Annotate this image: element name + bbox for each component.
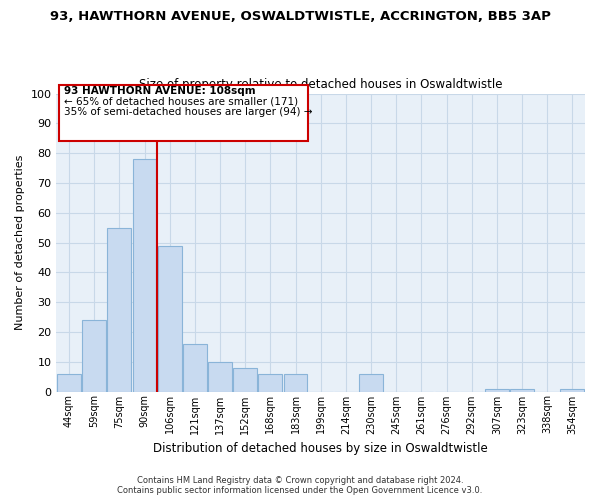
- Text: Contains HM Land Registry data © Crown copyright and database right 2024.
Contai: Contains HM Land Registry data © Crown c…: [118, 476, 482, 495]
- Bar: [510, 388, 534, 392]
- Bar: [208, 362, 232, 392]
- FancyBboxPatch shape: [59, 84, 308, 141]
- X-axis label: Distribution of detached houses by size in Oswaldtwistle: Distribution of detached houses by size …: [154, 442, 488, 455]
- Bar: [183, 344, 207, 392]
- Bar: [82, 320, 106, 392]
- Title: Size of property relative to detached houses in Oswaldtwistle: Size of property relative to detached ho…: [139, 78, 502, 91]
- Bar: [284, 374, 307, 392]
- Bar: [233, 368, 257, 392]
- Bar: [57, 374, 81, 392]
- Bar: [107, 228, 131, 392]
- Bar: [485, 388, 509, 392]
- Bar: [259, 374, 283, 392]
- Bar: [560, 388, 584, 392]
- Bar: [158, 246, 182, 392]
- Y-axis label: Number of detached properties: Number of detached properties: [15, 155, 25, 330]
- Text: 35% of semi-detached houses are larger (94) →: 35% of semi-detached houses are larger (…: [64, 107, 313, 117]
- Text: 93 HAWTHORN AVENUE: 108sqm: 93 HAWTHORN AVENUE: 108sqm: [64, 86, 256, 96]
- Bar: [133, 159, 157, 392]
- Bar: [359, 374, 383, 392]
- Text: ← 65% of detached houses are smaller (171): ← 65% of detached houses are smaller (17…: [64, 96, 298, 106]
- Text: 93, HAWTHORN AVENUE, OSWALDTWISTLE, ACCRINGTON, BB5 3AP: 93, HAWTHORN AVENUE, OSWALDTWISTLE, ACCR…: [50, 10, 550, 23]
